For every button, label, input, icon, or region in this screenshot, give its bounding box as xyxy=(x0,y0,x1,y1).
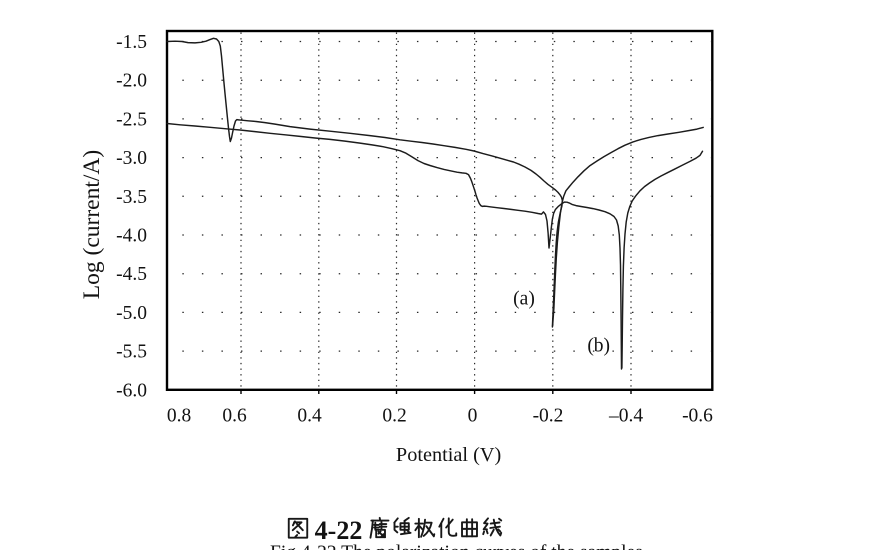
svg-text:Potential (V): Potential (V) xyxy=(396,444,501,466)
svg-text:-3.0: -3.0 xyxy=(116,148,147,169)
svg-text:Fig.4-22 The polarization curv: Fig.4-22 The polarization curves of the … xyxy=(270,543,643,550)
svg-text:-5.5: -5.5 xyxy=(116,342,147,363)
svg-text:0: 0 xyxy=(468,406,478,427)
svg-text:-4.0: -4.0 xyxy=(116,226,147,247)
svg-text:-2.0: -2.0 xyxy=(116,71,147,92)
svg-text:–0.4: –0.4 xyxy=(608,406,643,427)
svg-text:0.6: 0.6 xyxy=(222,406,247,427)
svg-text:-4.5: -4.5 xyxy=(116,264,147,285)
svg-text:-2.5: -2.5 xyxy=(116,109,147,130)
svg-text:-0.6: -0.6 xyxy=(682,406,713,427)
svg-text:-1.5: -1.5 xyxy=(116,32,147,53)
svg-text:-0.2: -0.2 xyxy=(533,406,564,427)
svg-text:0.4: 0.4 xyxy=(297,406,322,427)
svg-text:0.8: 0.8 xyxy=(167,406,191,427)
svg-text:Log (current/A): Log (current/A) xyxy=(79,150,105,299)
svg-text:0.2: 0.2 xyxy=(382,406,406,427)
svg-text:-3.5: -3.5 xyxy=(116,187,147,208)
svg-text:(a): (a) xyxy=(513,289,535,310)
svg-text:(b): (b) xyxy=(587,336,610,357)
svg-text:4-22: 4-22 xyxy=(315,516,363,545)
svg-text:-6.0: -6.0 xyxy=(116,380,147,401)
svg-text:-5.0: -5.0 xyxy=(116,303,147,324)
